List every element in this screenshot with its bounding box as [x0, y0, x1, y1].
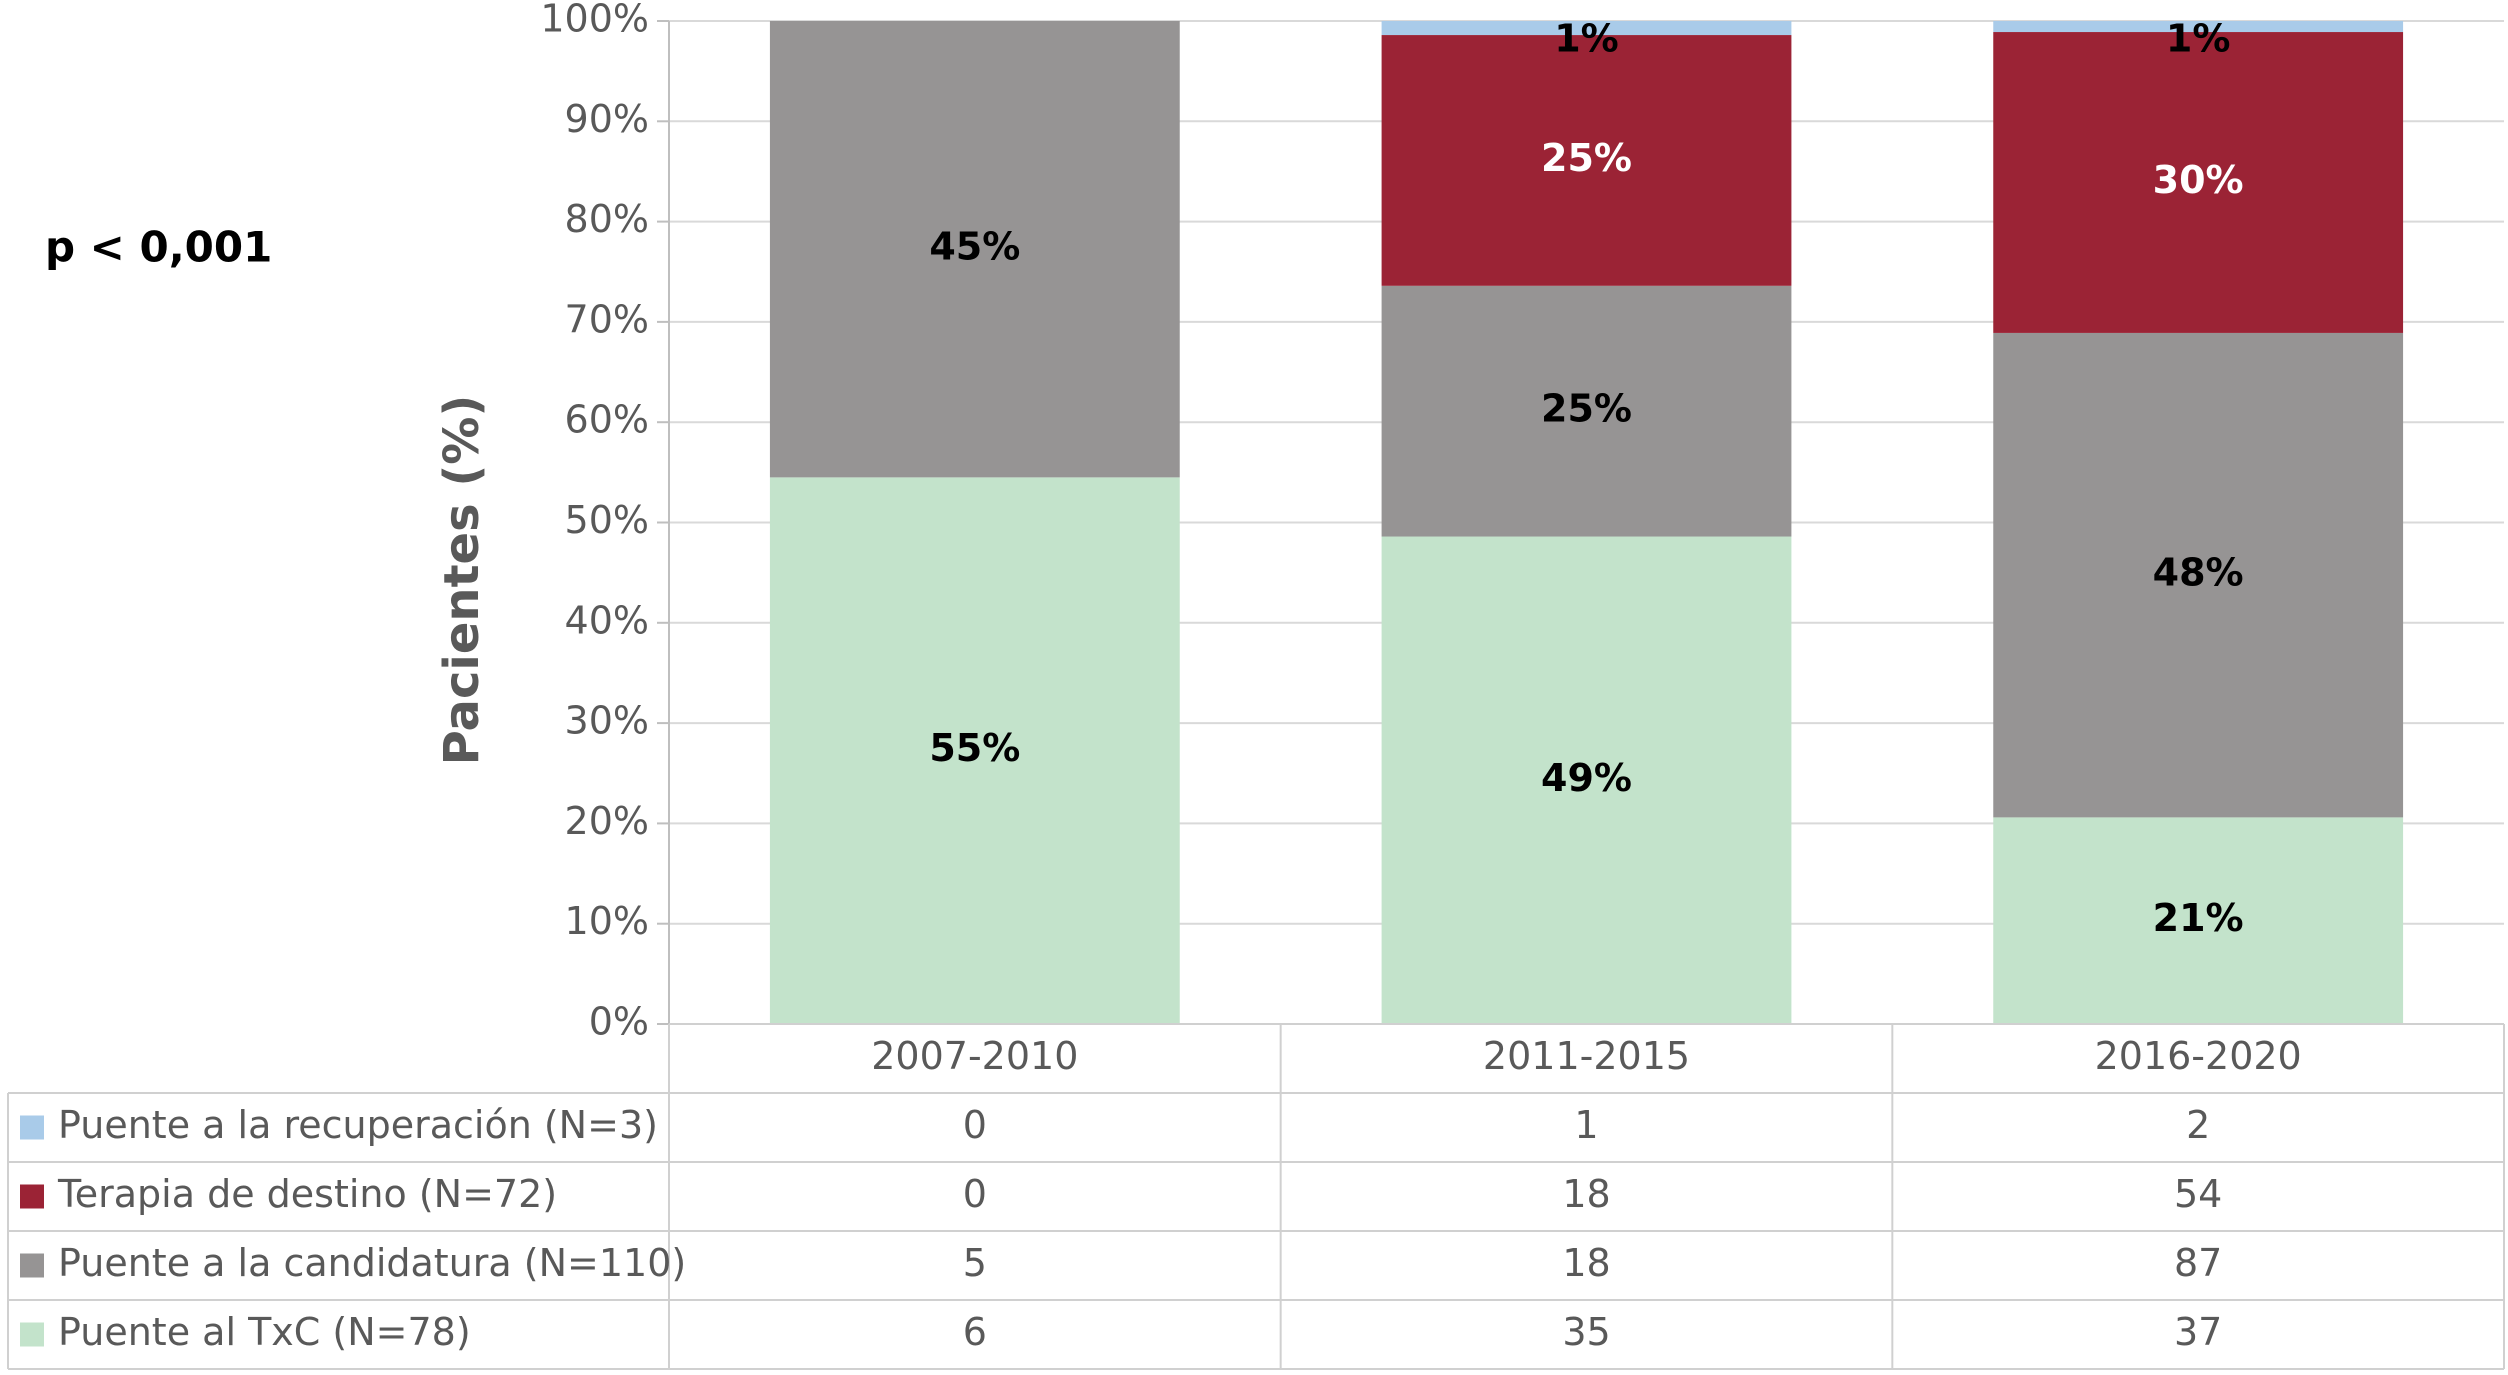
bar-segment — [1381, 35, 1792, 286]
legend-label: Puente a la recuperación (N=3) — [58, 1103, 658, 1147]
y-tick-label: 10% — [565, 899, 649, 943]
table-cell: 5 — [963, 1241, 987, 1285]
table-cell: 54 — [2174, 1172, 2222, 1216]
y-tick-label: 50% — [565, 498, 649, 542]
y-axis-title: Pacientes (%) — [434, 395, 490, 766]
data-label: 25% — [1541, 136, 1632, 180]
data-label: 1% — [1554, 17, 1619, 61]
table-cell: 18 — [1562, 1172, 1610, 1216]
legend-swatch — [20, 1322, 44, 1347]
table-cell: 0 — [963, 1172, 987, 1216]
bar-segment — [1993, 21, 2404, 33]
table-cell: 2 — [2186, 1103, 2210, 1147]
bar-segment — [1993, 32, 2404, 333]
y-tick-label: 40% — [565, 598, 649, 642]
table-cell: 18 — [1562, 1241, 1610, 1285]
x-tick-label: 2007-2010 — [871, 1034, 1078, 1078]
legend-swatch — [20, 1115, 44, 1140]
data-label: 21% — [2153, 896, 2244, 940]
data-label: 25% — [1541, 387, 1632, 431]
legend-swatch — [20, 1184, 44, 1209]
bar-segment — [1381, 536, 1792, 1024]
table-cell: 37 — [2174, 1310, 2222, 1354]
bar-segment — [1381, 285, 1792, 537]
legend-swatch — [20, 1253, 44, 1278]
bar-segment — [1993, 332, 2404, 818]
data-label: 55% — [929, 726, 1020, 770]
legend-label: Terapia de destino (N=72) — [57, 1172, 557, 1216]
bar-segment — [769, 477, 1180, 1024]
data-label: 48% — [2153, 551, 2244, 595]
y-tick-label: 0% — [589, 1000, 649, 1044]
data-label: 49% — [1541, 756, 1632, 800]
legend-label: Puente al TxC (N=78) — [58, 1310, 471, 1354]
data-label: 45% — [929, 225, 1020, 269]
y-tick-label: 20% — [565, 799, 649, 843]
table-cell: 6 — [963, 1310, 987, 1354]
table-cell: 1 — [1574, 1103, 1598, 1147]
x-tick-label: 2016-2020 — [2095, 1034, 2302, 1078]
y-tick-label: 80% — [565, 197, 649, 241]
table-cell: 35 — [1562, 1310, 1610, 1354]
table-cell: 87 — [2174, 1241, 2222, 1285]
legend-label: Puente a la candidatura (N=110) — [58, 1241, 686, 1285]
bar-segment — [1381, 21, 1792, 36]
table-cell: 0 — [963, 1103, 987, 1147]
data-label: 1% — [2166, 17, 2231, 61]
y-tick-label: 30% — [565, 699, 649, 743]
bar-segment — [1993, 817, 2404, 1024]
x-tick-label: 2011-2015 — [1483, 1034, 1690, 1078]
y-tick-label: 100% — [540, 0, 649, 41]
data-label: 30% — [2153, 158, 2244, 202]
y-tick-label: 60% — [565, 398, 649, 442]
bar-segment — [769, 21, 1180, 478]
annotation: p < 0,001 — [45, 223, 272, 272]
y-tick-label: 70% — [565, 297, 649, 341]
y-tick-label: 90% — [565, 97, 649, 141]
